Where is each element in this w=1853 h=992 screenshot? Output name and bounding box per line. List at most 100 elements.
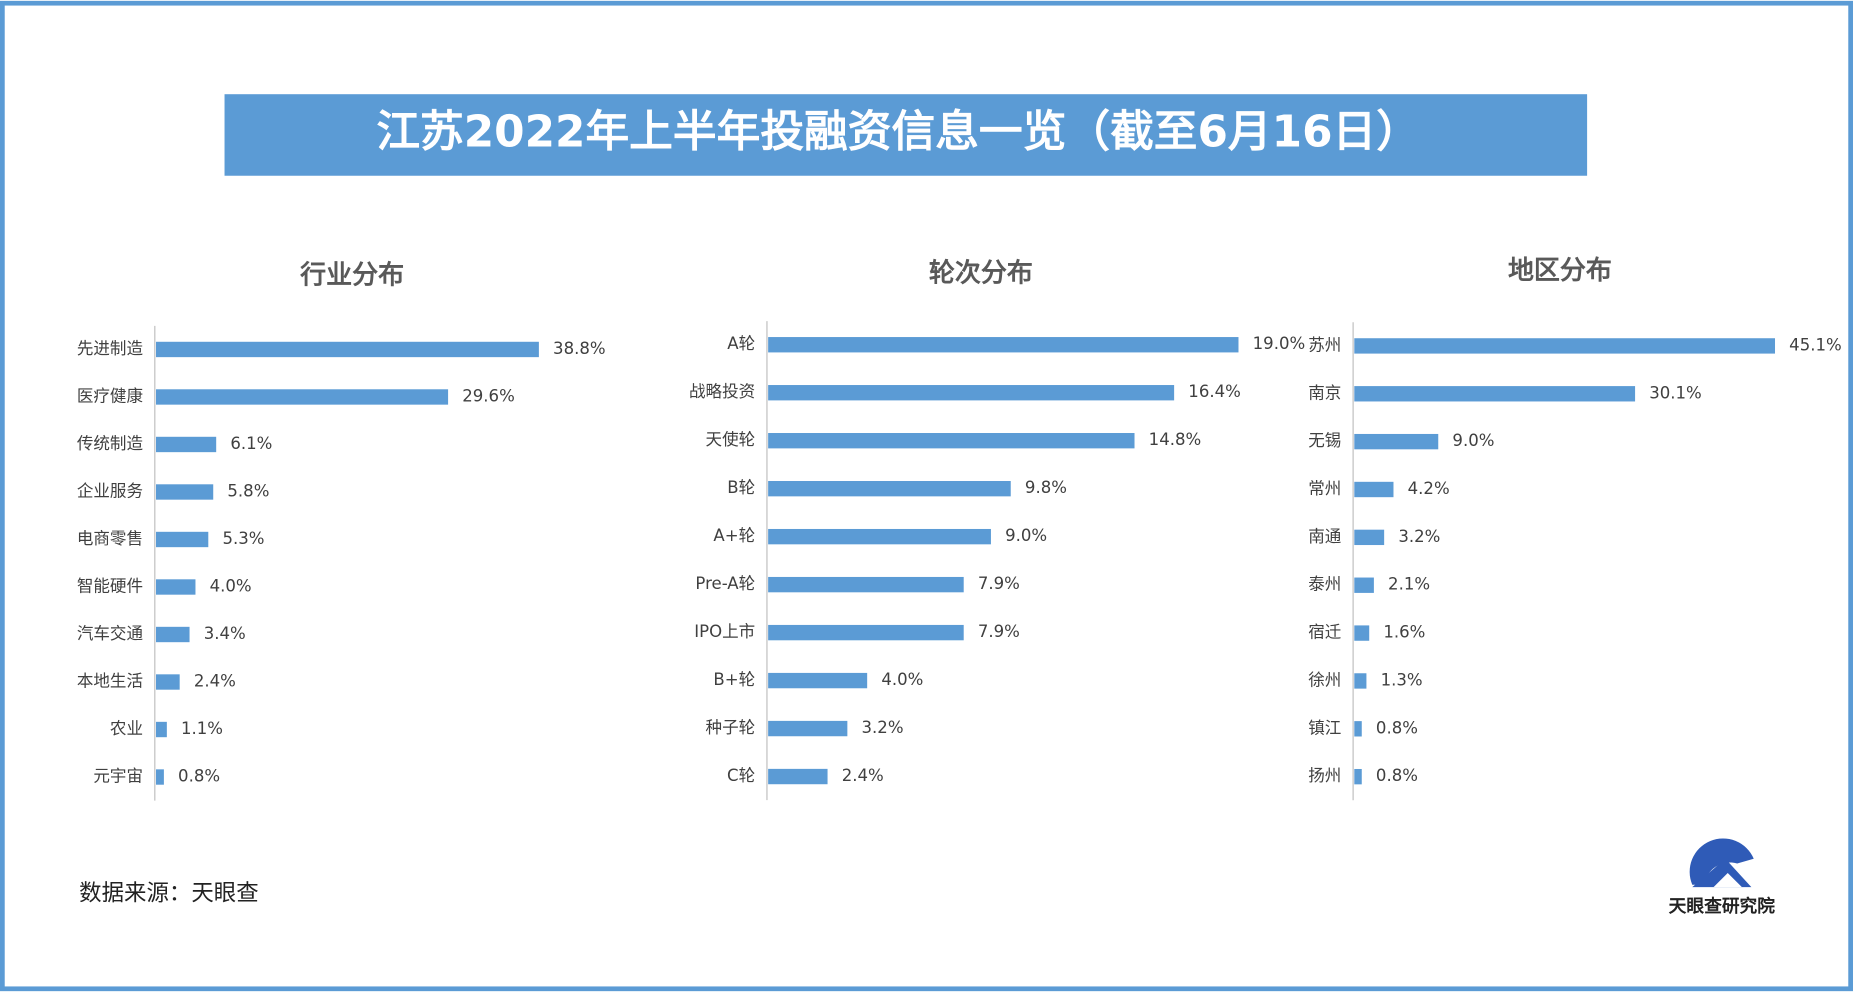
value-label: 3.4% (204, 624, 246, 643)
logo-mark (1689, 838, 1754, 888)
logo-gap (1713, 872, 1742, 888)
bar (155, 674, 180, 690)
value-label: 14.8% (1149, 430, 1202, 449)
value-label: 38.8% (553, 339, 606, 358)
bar (768, 385, 1175, 401)
category-label: Pre-A轮 (695, 574, 755, 593)
page-title: 江苏2022年上半年投融资信息一览（截至6月16日） (376, 106, 1420, 157)
bar (768, 768, 828, 785)
bar (155, 721, 167, 738)
category-label: C轮 (727, 766, 755, 785)
bar (155, 341, 539, 358)
value-label: 3.2% (1398, 527, 1440, 546)
bar (768, 337, 1239, 353)
category-label: 天使轮 (706, 430, 756, 449)
value-label: 0.8% (1376, 766, 1418, 785)
value-label: 5.8% (227, 481, 269, 500)
bar (1354, 625, 1370, 641)
bar (768, 672, 868, 689)
category-label: 南通 (1308, 527, 1341, 546)
chart-title: 地区分布 (1508, 256, 1612, 286)
category-label: 南京 (1308, 383, 1341, 402)
value-label: 7.9% (978, 622, 1020, 641)
chart-title: 行业分布 (299, 260, 404, 291)
category-label: 镇江 (1308, 718, 1341, 737)
bar (155, 769, 164, 785)
bar (768, 624, 964, 641)
value-label: 1.6% (1383, 623, 1425, 642)
category-label: 徐州 (1308, 670, 1341, 689)
category-label: 战略投资 (689, 382, 755, 401)
category-label: 电商零售 (77, 529, 143, 548)
bar (768, 528, 991, 545)
bar (155, 389, 449, 405)
bar (155, 579, 196, 595)
bar (155, 436, 217, 453)
bar (1354, 481, 1394, 498)
value-label: 45.1% (1789, 335, 1842, 354)
value-label: 1.1% (181, 719, 223, 738)
value-label: 9.0% (1005, 526, 1047, 545)
value-label: 2.4% (842, 766, 884, 785)
value-label: 30.1% (1649, 383, 1702, 402)
category-label: 种子轮 (706, 718, 756, 737)
category-label: 农业 (110, 719, 143, 738)
bar (1354, 433, 1439, 450)
value-label: 29.6% (462, 386, 515, 405)
value-label: 6.1% (230, 434, 272, 453)
value-label: 4.0% (210, 576, 252, 595)
value-label: 4.2% (1408, 479, 1450, 498)
value-label: 3.2% (862, 718, 904, 737)
category-label: 无锡 (1308, 431, 1341, 450)
bar (1354, 577, 1374, 593)
logo-text: 天眼查研究院 (1669, 895, 1776, 917)
category-label: B轮 (727, 478, 755, 497)
bar (768, 720, 848, 737)
category-label: 先进制造 (77, 339, 144, 358)
bar (1354, 673, 1367, 689)
bar (768, 576, 964, 593)
value-label: 1.3% (1381, 670, 1423, 689)
category-label: A轮 (727, 334, 755, 353)
bar (155, 484, 214, 500)
bar (155, 626, 190, 643)
bar (1354, 529, 1385, 546)
value-label: 19.0% (1253, 334, 1306, 353)
title-banner (224, 94, 1588, 176)
category-label: 常州 (1308, 479, 1341, 498)
category-label: 企业服务 (77, 481, 143, 500)
category-label: A+轮 (713, 526, 755, 545)
bar (768, 433, 1135, 449)
category-label: 元宇宙 (93, 767, 143, 786)
category-label: 宿迁 (1308, 623, 1341, 642)
category-label: 苏州 (1308, 335, 1341, 354)
value-label: 0.8% (178, 767, 220, 786)
category-label: B+轮 (713, 670, 755, 689)
value-label: 7.9% (978, 574, 1020, 593)
bar (155, 531, 209, 548)
value-label: 5.3% (222, 529, 264, 548)
bar (1354, 338, 1776, 354)
bar-chart: 轮次分布 A轮 19.0% 战略投资 16.4% 天使轮 14.8% B轮 9.8% A+轮 9.0… (689, 258, 1306, 801)
value-label: 2.4% (194, 672, 236, 691)
category-label: 扬州 (1308, 766, 1341, 785)
category-label: 医疗健康 (77, 386, 143, 405)
logo-arc (1689, 838, 1754, 885)
logo-roof (1692, 858, 1752, 888)
category-label: 泰州 (1308, 575, 1341, 594)
bar (1354, 768, 1362, 785)
value-label: 2.1% (1388, 575, 1430, 594)
value-label: 4.0% (881, 670, 923, 689)
source-note: 数据来源：天眼查 (79, 881, 259, 907)
category-label: 本地生活 (77, 672, 143, 691)
bar (1354, 721, 1362, 737)
category-label: 传统制造 (77, 434, 144, 453)
category-label: 汽车交通 (77, 624, 143, 643)
category-label: IPO上市 (694, 622, 755, 641)
bar (1354, 386, 1636, 402)
value-label: 0.8% (1376, 718, 1418, 737)
